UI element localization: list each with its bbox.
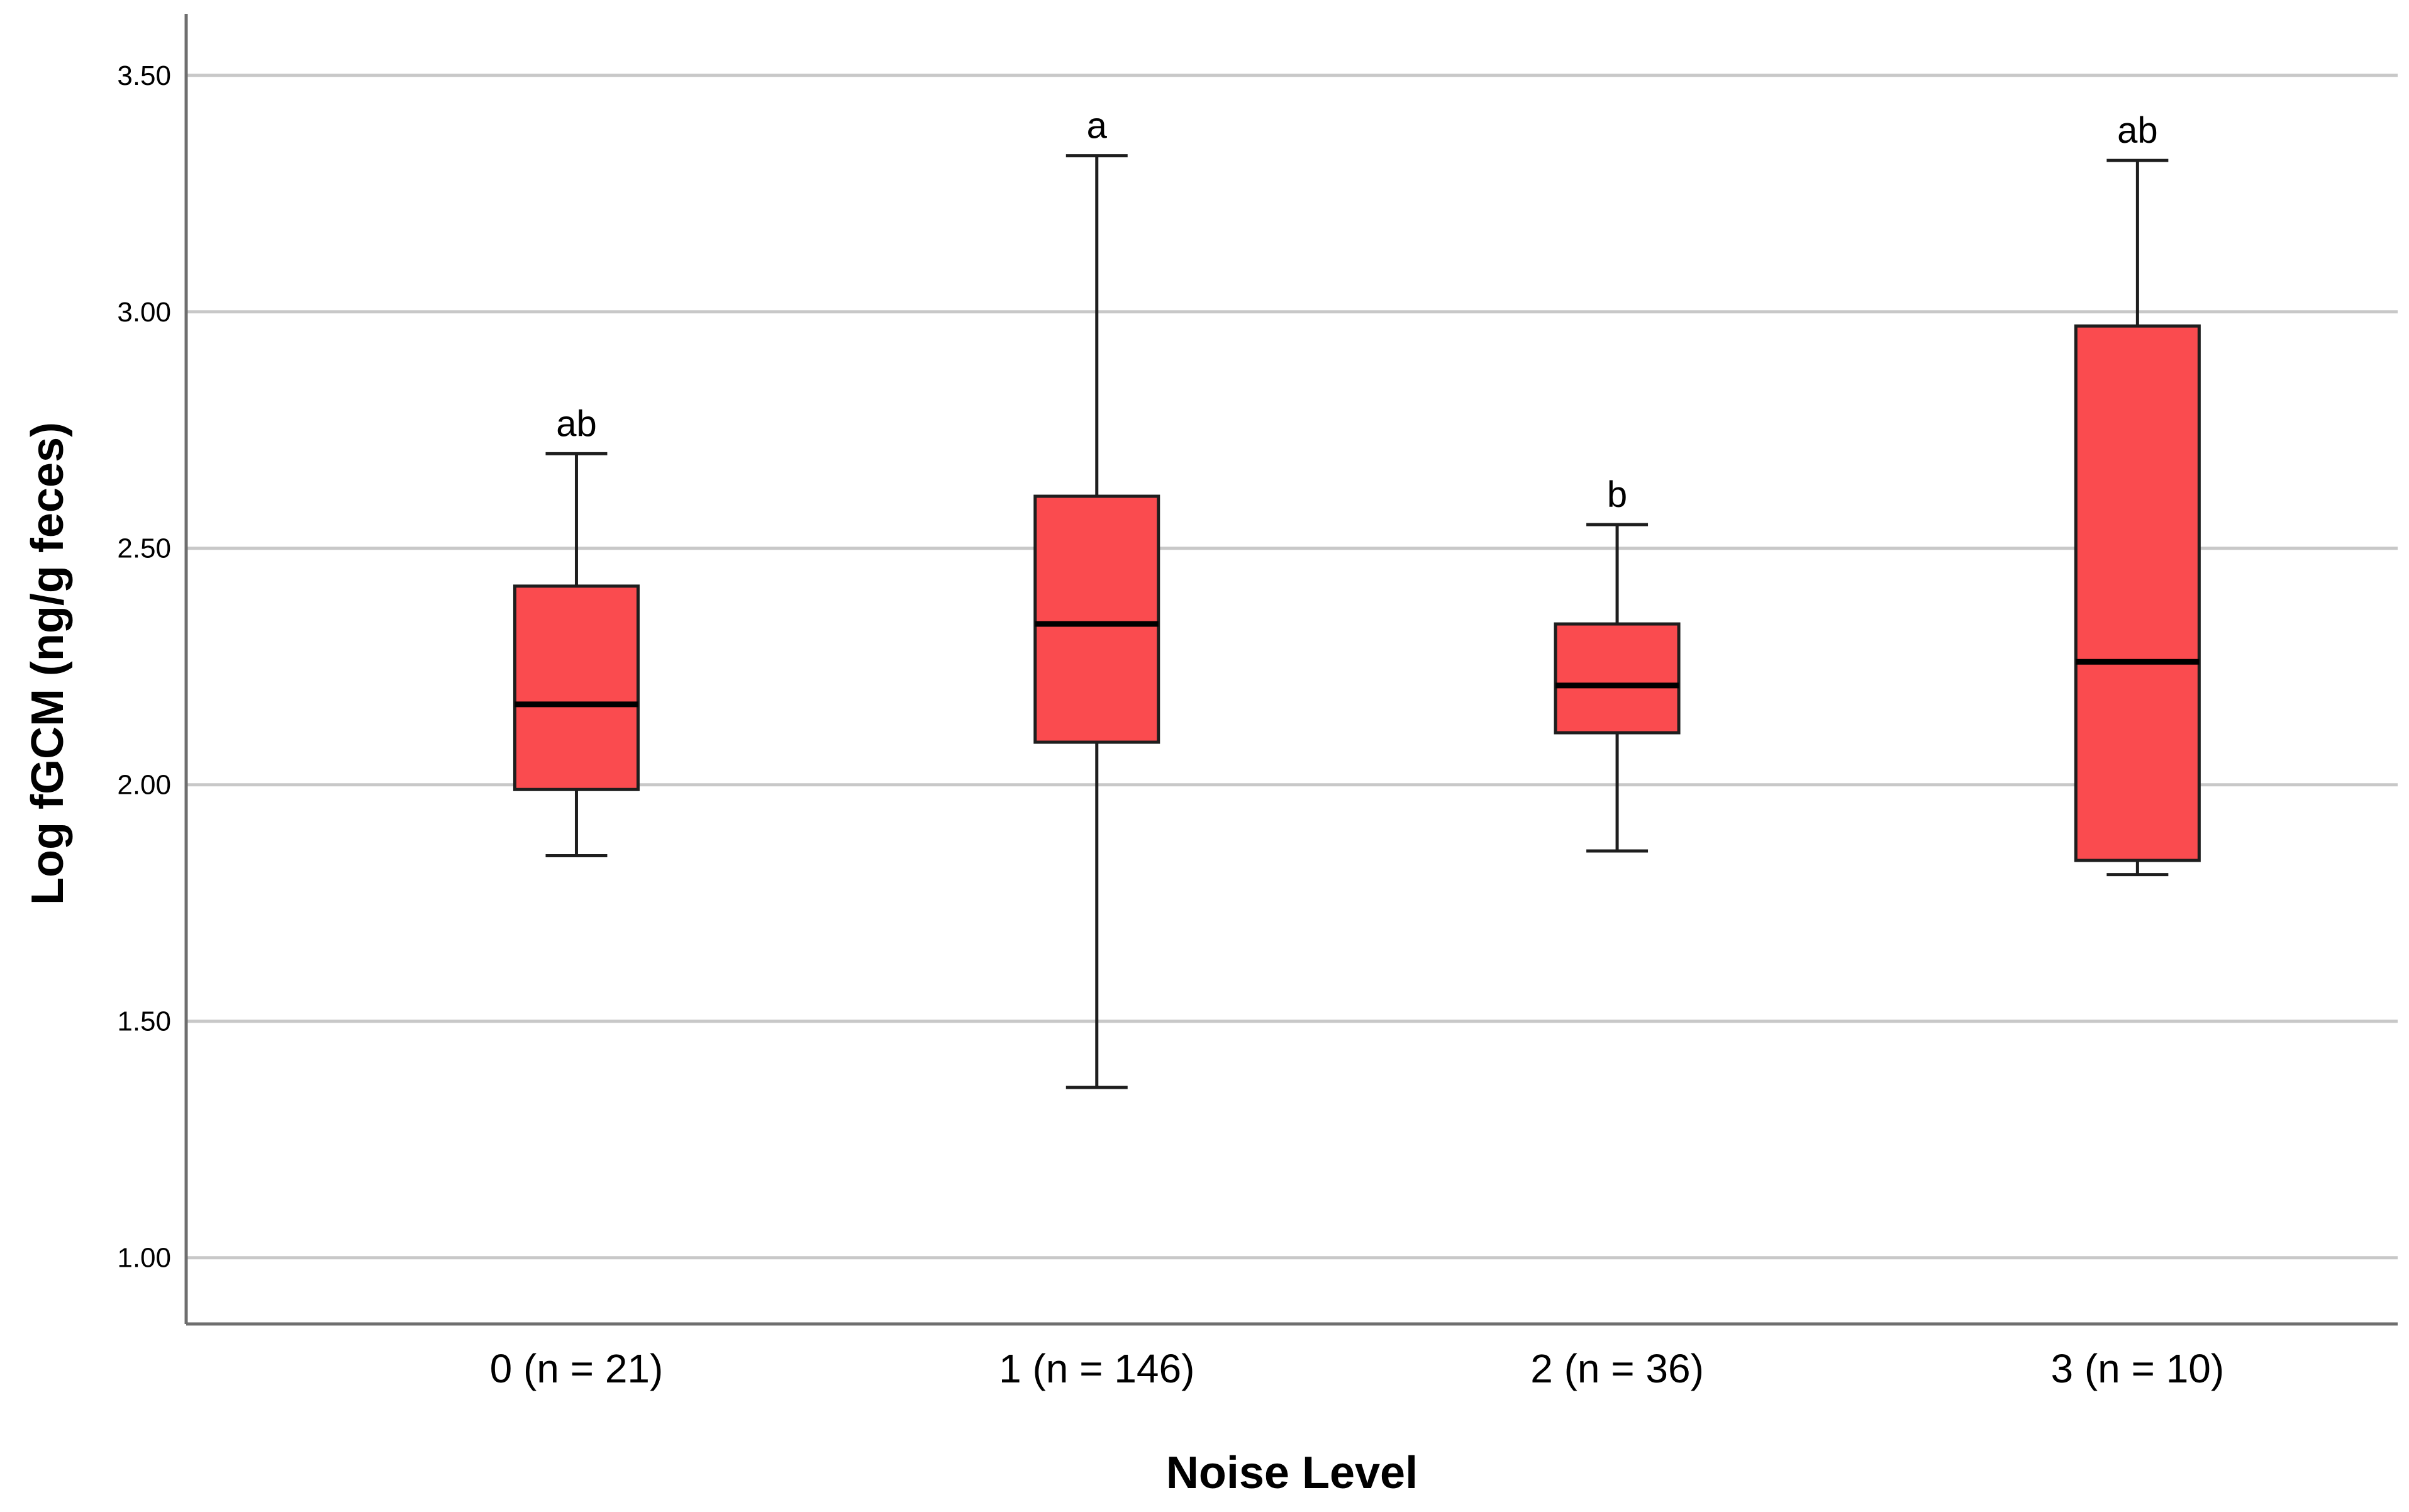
significance-label: a — [1087, 106, 1108, 147]
y-tick-label: 1.50 — [117, 1006, 171, 1037]
box-group — [513, 452, 640, 858]
y-axis-title: Log fGCM (ng/g feces) — [23, 422, 73, 905]
box-layer — [513, 154, 2201, 1089]
iqr-box — [513, 584, 640, 791]
significance-label: ab — [2117, 110, 2158, 151]
label-layer: 1.00 1.50 2.00 2.50 3.00 3.50 ab 0 (n = 21) a 1 (… — [117, 60, 2224, 1391]
y-tick-label: 2.50 — [117, 533, 171, 564]
x-tick-label: 1 (n = 146) — [999, 1346, 1194, 1391]
y-tick-label: 3.50 — [117, 60, 171, 91]
box-group — [2074, 158, 2201, 877]
x-tick-label: 0 (n = 21) — [490, 1346, 664, 1391]
box-group — [1554, 523, 1681, 853]
y-tick-label: 3.00 — [117, 297, 171, 328]
iqr-box — [1554, 622, 1681, 735]
x-tick-label: 3 (n = 10) — [2050, 1346, 2224, 1391]
box-group — [1033, 154, 1160, 1089]
y-tick-label: 1.00 — [117, 1243, 171, 1274]
iqr-box — [2074, 324, 2201, 862]
iqr-box — [1033, 494, 1160, 744]
significance-label: b — [1607, 474, 1627, 515]
y-tick-label: 2.00 — [117, 770, 171, 801]
x-tick-label: 2 (n = 36) — [1530, 1346, 1704, 1391]
significance-label: ab — [556, 403, 597, 444]
x-axis-title: Noise Level — [1166, 1448, 1418, 1498]
axis-layer — [184, 14, 2398, 1326]
